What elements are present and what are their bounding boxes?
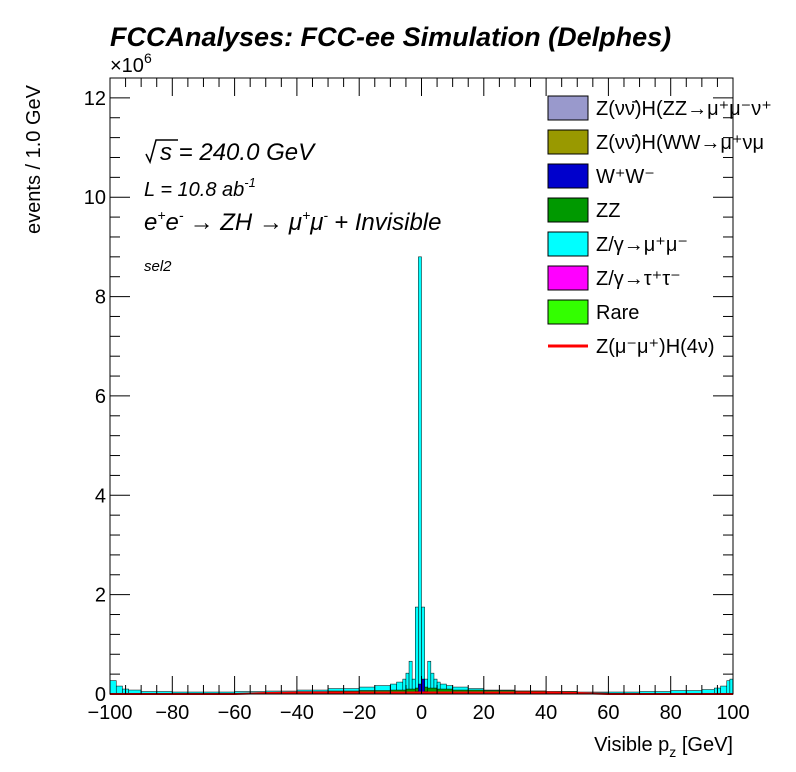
legend-swatch bbox=[547, 197, 589, 223]
y-tick-label: 0 bbox=[95, 684, 106, 706]
x-tick-label: −100 bbox=[87, 702, 132, 724]
x-tick-label: −40 bbox=[280, 702, 314, 724]
legend-label: Z(μ⁻μ⁺)H(4ν) bbox=[596, 336, 715, 358]
histogram-bin bbox=[720, 685, 728, 695]
x-tick-label: 20 bbox=[473, 702, 495, 724]
annotation-luminosity: L = 10.8 ab-1 bbox=[144, 175, 256, 201]
y-tick-label: 2 bbox=[95, 585, 106, 607]
y-tick-label: 10 bbox=[84, 187, 106, 209]
histogram-bin bbox=[418, 256, 422, 695]
x-tick-label: −20 bbox=[342, 702, 376, 724]
legend-label: Rare bbox=[596, 302, 639, 324]
y-axis-label: events / 1.0 GeV bbox=[23, 84, 45, 234]
histogram-bin bbox=[726, 680, 731, 695]
x-tick-label: −60 bbox=[218, 702, 252, 724]
sqrt-symbol bbox=[145, 139, 178, 165]
legend-label: W⁺W⁻ bbox=[596, 166, 655, 188]
annotation-process: e+e- → ZH → μ+μ- + Invisible bbox=[144, 207, 441, 236]
y-tick-label: 6 bbox=[95, 386, 106, 408]
histogram-bin bbox=[109, 680, 117, 695]
legend-swatch bbox=[547, 129, 589, 155]
histogram-bars bbox=[109, 256, 734, 695]
y-axis-multiplier: ×106 bbox=[110, 50, 152, 77]
legend-swatch bbox=[547, 265, 589, 291]
x-tick-label: 60 bbox=[597, 702, 619, 724]
chart-title: FCCAnalyses: FCC-ee Simulation (Delphes) bbox=[110, 22, 671, 52]
y-tick-label: 4 bbox=[95, 485, 106, 507]
x-tick-label: −80 bbox=[155, 702, 189, 724]
annotation-selection: sel2 bbox=[144, 258, 172, 275]
x-tick-label: 0 bbox=[416, 702, 427, 724]
axis-ticks bbox=[109, 77, 734, 695]
y-tick-labels: 0 2 4 6 8 10 12 bbox=[84, 88, 106, 706]
legend-swatch bbox=[547, 95, 589, 121]
x-tick-label: 40 bbox=[535, 702, 557, 724]
legend-label: Z(νν̄)H(ZZ→μ⁺μ⁻ν⁺ bbox=[596, 98, 772, 120]
legend-label: Z/γ→μ⁺μ⁻ bbox=[596, 234, 688, 256]
x-axis-label: Visible pz [GeV] bbox=[594, 734, 733, 760]
histogram-bin bbox=[115, 685, 123, 695]
legend-label: Z(νν̄)H(WW→μ⁺νμ bbox=[596, 132, 764, 154]
y-tick-label: 12 bbox=[84, 88, 106, 110]
histogram-bin bbox=[415, 606, 419, 695]
legend: Z(νν̄)H(ZZ→μ⁺μ⁻ν⁺ Z(νν̄)H(WW→μ⁺νμ W⁺W⁻ ZZ Z/… bbox=[547, 95, 772, 358]
legend-swatch bbox=[547, 231, 589, 257]
legend-swatch bbox=[547, 299, 589, 325]
x-tick-labels: −100 −80 −60 −40 −20 0 20 40 60 80 100 bbox=[87, 702, 749, 724]
annotation-block: s = 240.0 GeV L = 10.8 ab-1 e+e- → ZH → μ+… bbox=[144, 139, 441, 275]
legend-label: ZZ bbox=[596, 200, 620, 222]
legend-swatch bbox=[547, 163, 589, 189]
x-tick-label: 100 bbox=[716, 702, 749, 724]
y-tick-label: 8 bbox=[95, 287, 106, 309]
x-tick-label: 80 bbox=[660, 702, 682, 724]
legend-label: Z/γ→τ⁺τ⁻ bbox=[596, 268, 681, 290]
annotation-sqrt-s: s = 240.0 GeV bbox=[160, 139, 316, 166]
